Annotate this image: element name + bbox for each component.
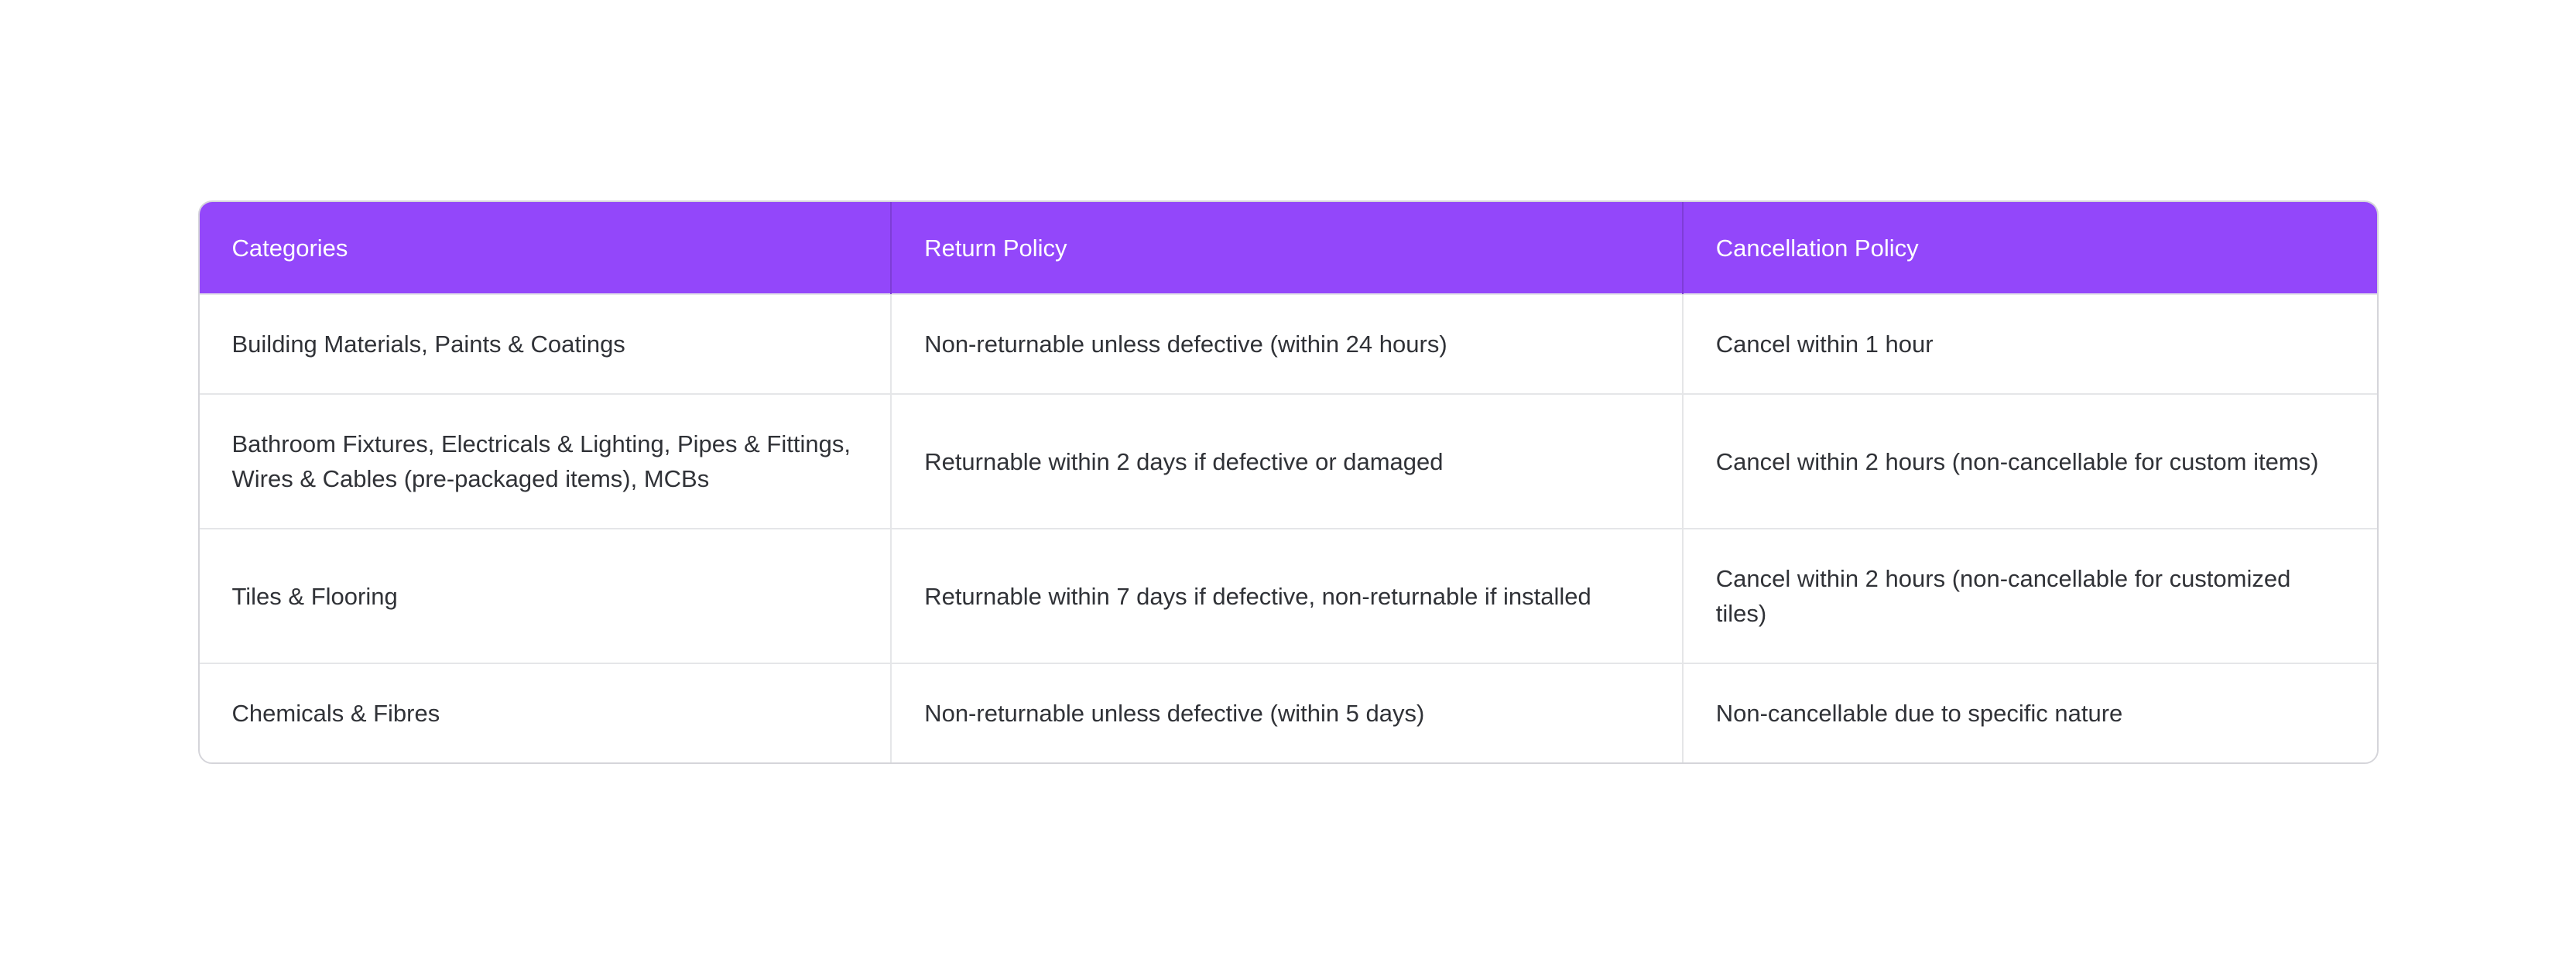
column-header-categories: Categories xyxy=(199,202,892,294)
column-header-return-policy: Return Policy xyxy=(891,202,1684,294)
cell-cancellation-policy: Cancel within 2 hours (non-cancellable f… xyxy=(1682,393,2377,529)
cell-return-policy: Non-returnable unless defective (within … xyxy=(891,663,1684,762)
cell-cancellation-policy: Non-cancellable due to specific nature xyxy=(1682,663,2377,762)
cell-category: Building Materials, Paints & Coatings xyxy=(199,293,892,394)
policy-table-card: Categories Return Policy Cancellation Po… xyxy=(197,200,2379,764)
cell-category: Tiles & Flooring xyxy=(199,528,892,663)
cell-return-policy: Non-returnable unless defective (within … xyxy=(891,293,1684,394)
cell-cancellation-policy: Cancel within 1 hour xyxy=(1682,293,2377,394)
policy-table: Categories Return Policy Cancellation Po… xyxy=(199,202,2377,762)
cell-cancellation-policy: Cancel within 2 hours (non-cancellable f… xyxy=(1682,528,2377,663)
table-row: Bathroom Fixtures, Electricals & Lightin… xyxy=(199,393,2377,529)
cell-category: Chemicals & Fibres xyxy=(199,663,892,762)
table-row: Building Materials, Paints & Coatings No… xyxy=(199,293,2377,394)
column-header-cancellation-policy: Cancellation Policy xyxy=(1682,202,2377,294)
cell-return-policy: Returnable within 7 days if defective, n… xyxy=(891,528,1684,663)
table-row: Chemicals & Fibres Non-returnable unless… xyxy=(199,663,2377,762)
header-row: Categories Return Policy Cancellation Po… xyxy=(199,202,2377,294)
table-row: Tiles & Flooring Returnable within 7 day… xyxy=(199,528,2377,663)
cell-category: Bathroom Fixtures, Electricals & Lightin… xyxy=(199,393,892,529)
cell-return-policy: Returnable within 2 days if defective or… xyxy=(891,393,1684,529)
